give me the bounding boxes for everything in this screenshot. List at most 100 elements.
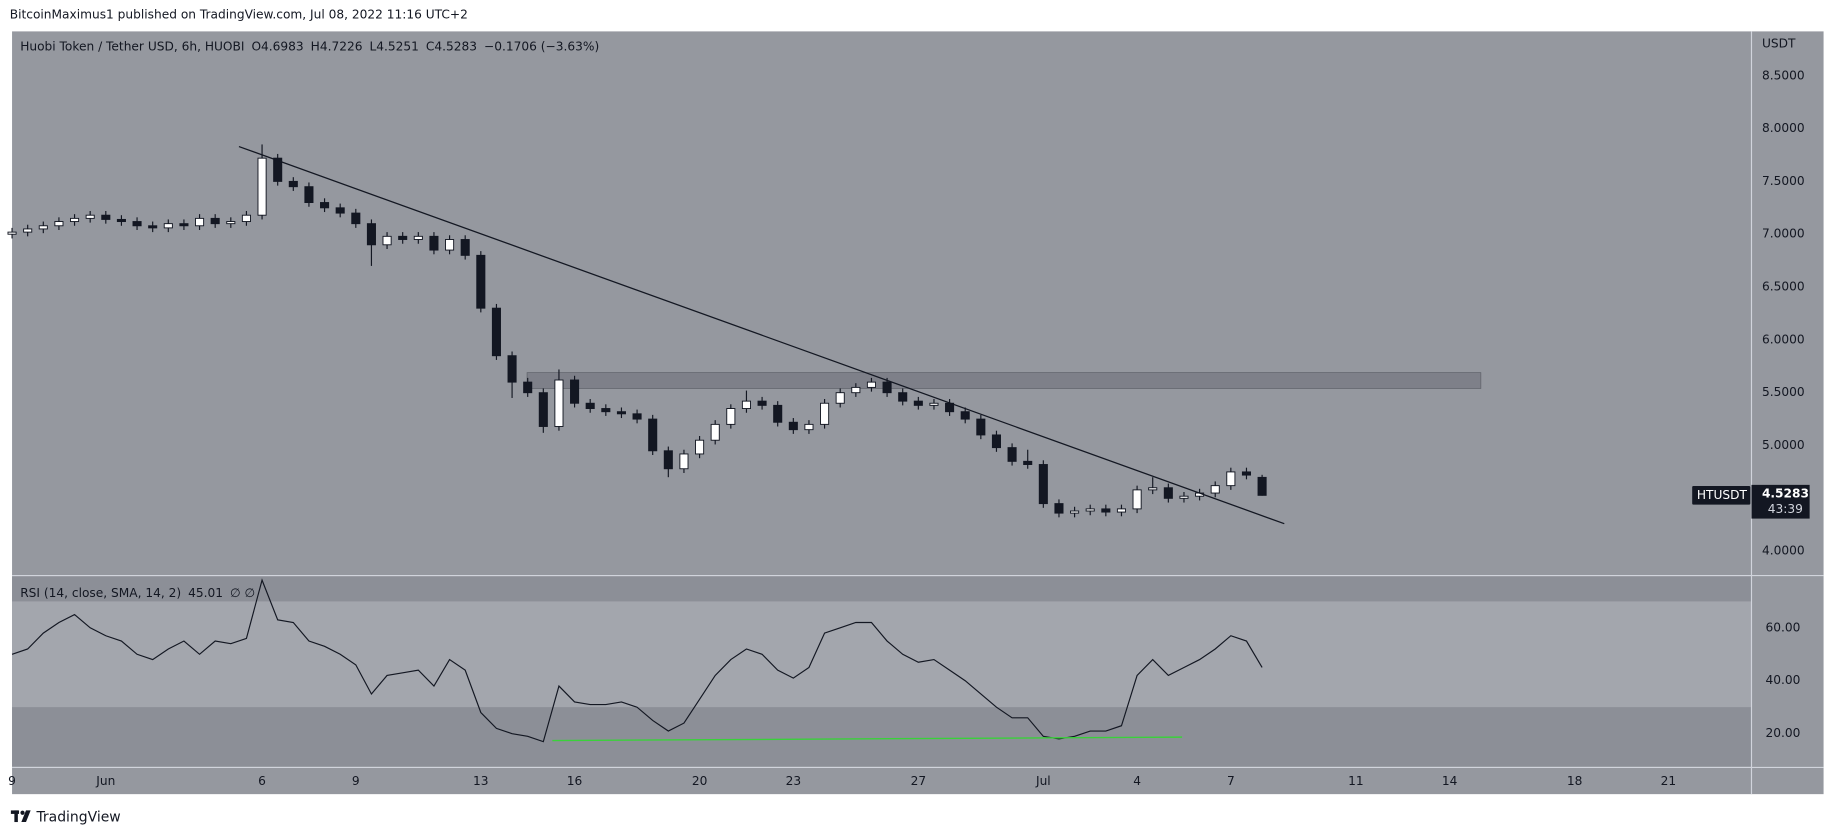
candle-body xyxy=(476,254,486,309)
ohlc-letter: O xyxy=(251,39,261,53)
x-tick-label: 6 xyxy=(258,774,266,788)
candle-body xyxy=(210,217,220,225)
candle-body xyxy=(523,381,533,394)
candle-body xyxy=(1116,508,1126,513)
x-tick-label: 11 xyxy=(1348,774,1364,788)
x-tick-label: 9 xyxy=(8,774,16,788)
candle-body xyxy=(741,400,751,409)
candle-body xyxy=(195,217,205,227)
x-tick-label: 9 xyxy=(352,774,360,788)
symbol-title: Huobi Token / Tether USD, 6h, HUOBI xyxy=(20,39,244,53)
ohlc-value: 4.6983 xyxy=(261,39,304,53)
ohlc-letter: H xyxy=(311,39,320,53)
symbol-tag-bg xyxy=(1692,486,1751,505)
x-tick-label: 21 xyxy=(1661,774,1677,788)
candle-body xyxy=(538,392,548,427)
rsi-pane xyxy=(11,576,1752,767)
x-tick-label: 13 xyxy=(473,774,489,788)
candle-body xyxy=(804,423,814,431)
candle-body xyxy=(866,381,876,388)
candle-body xyxy=(101,214,111,220)
candle-body xyxy=(1054,503,1064,514)
candle-body xyxy=(491,307,501,357)
logo-part xyxy=(14,810,18,823)
candle-body xyxy=(116,218,126,223)
candle-body xyxy=(70,217,80,223)
rsi-tick-label: 40.00 xyxy=(1765,673,1800,687)
ohlc-letter: L xyxy=(369,39,376,53)
candle-body xyxy=(929,402,939,406)
candle-body xyxy=(1148,487,1158,491)
candle-body xyxy=(1179,495,1189,499)
candle-body xyxy=(413,235,423,240)
candle-body xyxy=(788,421,798,431)
candle-body xyxy=(257,157,267,216)
rsi-extra: ∅ ∅ xyxy=(230,585,255,599)
ohlc-value: 4.5283 xyxy=(434,39,477,53)
candle-body xyxy=(398,235,408,240)
trendline xyxy=(238,145,1285,525)
tradingview-logo: TradingView xyxy=(10,809,121,825)
candle-body xyxy=(304,186,314,203)
price-pane xyxy=(7,144,1482,525)
candle-body xyxy=(1132,489,1142,510)
rsi-bg-bottom xyxy=(12,707,1752,767)
candle-body xyxy=(585,402,595,409)
candle-body xyxy=(1023,460,1033,465)
candle-body xyxy=(710,423,720,441)
candle-body xyxy=(351,212,361,225)
candle-body xyxy=(663,450,673,470)
candle-body xyxy=(773,404,783,423)
rsi-band xyxy=(12,601,1752,708)
candle-body xyxy=(991,434,1001,449)
candle-body xyxy=(460,239,470,256)
candle-body xyxy=(976,418,986,436)
candle-body xyxy=(820,402,830,425)
ohlc-letter: C xyxy=(426,39,435,53)
candle-body xyxy=(851,386,861,394)
x-tick-label: 14 xyxy=(1442,774,1458,788)
candle-body xyxy=(273,157,283,182)
candle-body xyxy=(648,418,658,452)
rsi-title: RSI (14, close, SMA, 14, 2) xyxy=(20,585,181,599)
candle-body xyxy=(241,214,251,223)
candle-body xyxy=(382,235,392,246)
y-tick-label: 8.5000 xyxy=(1762,68,1805,82)
candle-body xyxy=(288,180,298,188)
candle-body xyxy=(1226,471,1236,487)
y-tick-label: 6.0000 xyxy=(1762,332,1805,346)
rsi-value: 45.01 xyxy=(188,585,223,599)
y-tick-label: 4.0000 xyxy=(1762,544,1805,558)
candle-body xyxy=(1210,485,1220,494)
footer-brand: TradingView xyxy=(35,809,120,825)
candle-body xyxy=(679,453,689,470)
x-tick-label: Jun xyxy=(95,774,115,788)
ohlc-value: 4.5251 xyxy=(376,39,419,53)
rsi-bg-top xyxy=(12,576,1752,602)
rsi-tick-label: 20.00 xyxy=(1765,726,1800,740)
candle-body xyxy=(1257,476,1267,496)
candle-body xyxy=(429,235,439,251)
rsi-tick-label: 60.00 xyxy=(1765,620,1800,634)
x-tick-label: 16 xyxy=(567,774,583,788)
y-tick-label: 5.5000 xyxy=(1762,385,1805,399)
candle-body xyxy=(632,413,642,420)
candle-body xyxy=(601,408,611,413)
price-tag-bg xyxy=(1751,484,1810,519)
x-tick-label: 7 xyxy=(1227,774,1235,788)
candle-body xyxy=(54,221,64,227)
candle-body xyxy=(757,400,767,406)
candle-body xyxy=(570,379,580,404)
x-tick-label: Jul xyxy=(1035,774,1051,788)
publisher-line: BitcoinMaximus1 published on TradingView… xyxy=(10,8,468,22)
candle-body xyxy=(1101,508,1111,513)
candle-body xyxy=(320,202,330,209)
ohlc-value: 4.7226 xyxy=(320,39,363,53)
candle-body xyxy=(1241,471,1252,476)
change: −0.1706 (−3.63%) xyxy=(484,39,599,53)
rsi-support-line xyxy=(552,736,1183,742)
logo-part xyxy=(20,810,25,815)
candle-body xyxy=(7,231,17,235)
